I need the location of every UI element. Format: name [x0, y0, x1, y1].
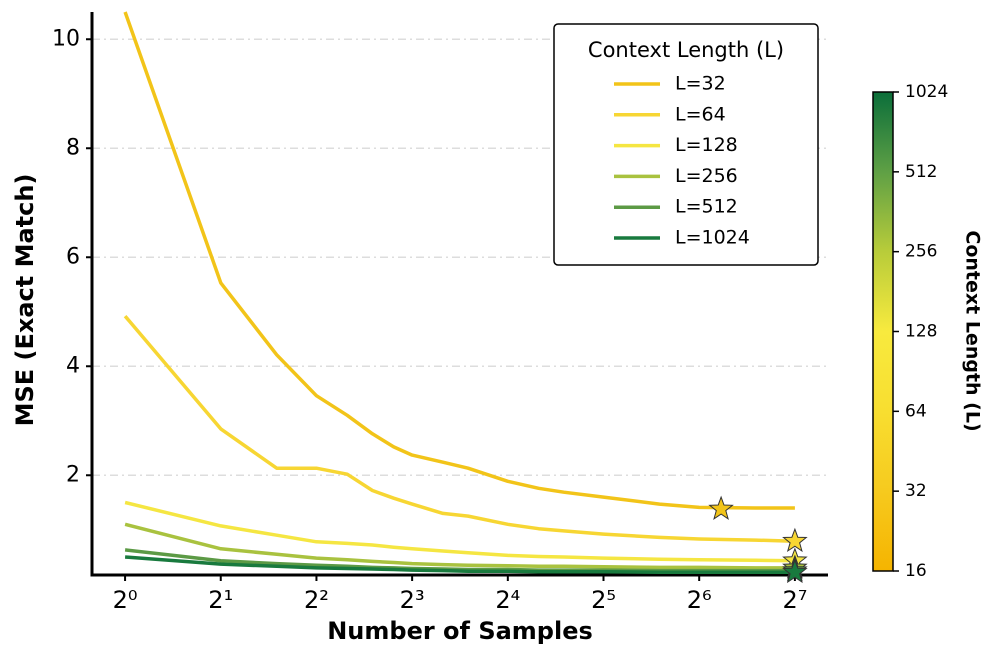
y-tick-label: 2	[66, 462, 80, 487]
colorbar-tick-label: 64	[905, 401, 927, 421]
series-line	[124, 555, 795, 575]
legend-label: L=32	[675, 73, 726, 95]
best-marker	[708, 495, 734, 520]
colorbar-tick-label: 16	[905, 561, 927, 581]
best-marker	[782, 527, 808, 553]
series-line	[123, 314, 795, 543]
series-line	[124, 500, 795, 563]
x-tick-label: 2⁷	[782, 586, 807, 614]
y-tick-label: 4	[66, 353, 80, 378]
colorbar-tick-label: 256	[905, 242, 937, 262]
colorbar-label: Context Length (L)	[962, 230, 984, 431]
y-tick-label: 10	[52, 26, 80, 51]
y-axis-label: MSE (Exact Match)	[11, 174, 39, 427]
legend-label: L=256	[675, 165, 738, 187]
x-tick-label: 2⁴	[495, 586, 520, 614]
colorbar	[872, 91, 894, 572]
y-tick-label: 8	[66, 135, 80, 160]
legend-label: L=1024	[675, 227, 750, 249]
x-tick-label: 2¹	[208, 586, 233, 614]
legend-label: L=64	[675, 103, 726, 125]
series-line	[123, 11, 795, 510]
x-tick-label: 2²	[304, 586, 329, 614]
series-line	[124, 522, 795, 570]
colorbar-tick-label: 512	[905, 162, 937, 182]
legend-label: L=128	[675, 134, 738, 156]
colorbar-tick-label: 1024	[905, 82, 948, 102]
colorbar-tick-label: 128	[905, 322, 937, 342]
colorbar-tick-label: 32	[905, 481, 927, 501]
x-tick-label: 2⁶	[687, 586, 712, 614]
y-tick-label: 6	[66, 244, 80, 269]
x-tick-label: 2⁰	[113, 586, 138, 614]
legend-label: L=512	[675, 196, 738, 218]
x-tick-label: 2⁵	[591, 586, 616, 614]
x-tick-label: 2³	[400, 586, 425, 614]
legend-title: Context Length (L)	[588, 38, 784, 62]
x-axis-label: Number of Samples	[327, 617, 593, 645]
best-marker	[782, 558, 808, 584]
